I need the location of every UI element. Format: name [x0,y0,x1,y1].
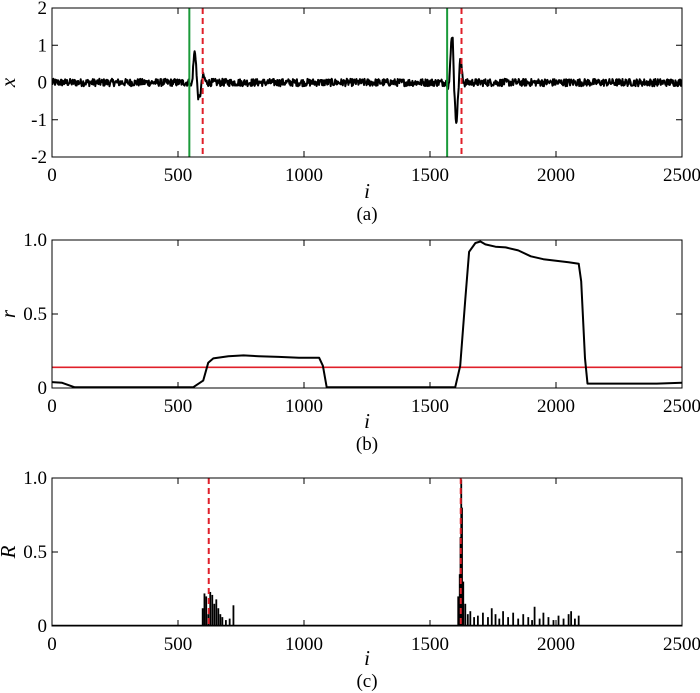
y-tick-label-b-0: 0 [38,378,48,399]
x-tick-label-b-5: 2500 [663,396,700,417]
x-tick-label-a-3: 1500 [411,165,449,186]
y-tick-label-a-2: 0 [38,73,48,94]
plot-area-b [52,240,682,388]
x-tick-label-b-3: 1500 [411,396,449,417]
x-tick-label-b-4: 2000 [537,396,575,417]
caption-b: (b) [356,434,378,455]
x-tick-label-a-2: 1000 [285,165,323,186]
y-axis-label-c: R [0,545,20,559]
y-axis-label-a: x [0,77,20,88]
panel-c: 0 500 1000 1500 2000 2500 0 0.5 1.0 i R (c) [0,468,700,692]
y-tick-label-a-3: 1 [38,35,48,56]
panel-a: 0 500 1000 1500 2000 2500 -2 -1 0 1 2 i x (a) [0,0,700,225]
x-tick-label-a-5: 2500 [663,165,700,186]
x-axis-label-b: i [364,409,370,433]
x-axis-label-a: i [364,179,370,203]
y-tick-label-c-2: 1.0 [23,468,47,489]
axes-frame-b [51,239,683,389]
y-tick-label-a-4: 2 [38,0,48,19]
y-axis-label-b: r [0,309,20,318]
panel-b: 0 500 1000 1500 2000 2500 0 0.5 1.0 i r (b) [0,230,700,455]
x-axis-label-c: i [364,646,370,670]
x-tick-label-c-4: 2000 [537,634,575,655]
x-tick-label-a-1: 500 [164,165,193,186]
y-tick-label-c-0: 0 [38,616,48,637]
x-tick-label-b-0: 0 [47,396,57,417]
x-tick-label-b-1: 500 [164,396,193,417]
axes-frame-c [51,477,683,627]
plot-area-a [52,8,682,157]
x-tick-label-b-2: 1000 [285,396,323,417]
caption-a: (a) [356,204,377,225]
y-tick-label-b-1: 0.5 [23,304,47,325]
x-tick-label-c-2: 1000 [285,634,323,655]
y-tick-label-a-0: -2 [31,147,47,168]
x-tick-label-c-1: 500 [164,634,193,655]
x-tick-label-a-4: 2000 [537,165,575,186]
plot-area-c [52,478,682,626]
y-tick-label-b-2: 1.0 [23,230,47,251]
y-tick-label-c-1: 0.5 [23,542,47,563]
y-tick-label-a-1: -1 [31,110,47,131]
x-tick-label-c-5: 2500 [663,634,700,655]
series-line-a-0 [52,36,682,124]
x-tick-label-c-3: 1500 [411,634,449,655]
x-tick-label-c-0: 0 [47,634,57,655]
caption-c: (c) [356,671,377,692]
x-tick-label-a-0: 0 [47,165,57,186]
series-line-b-0 [52,240,682,388]
